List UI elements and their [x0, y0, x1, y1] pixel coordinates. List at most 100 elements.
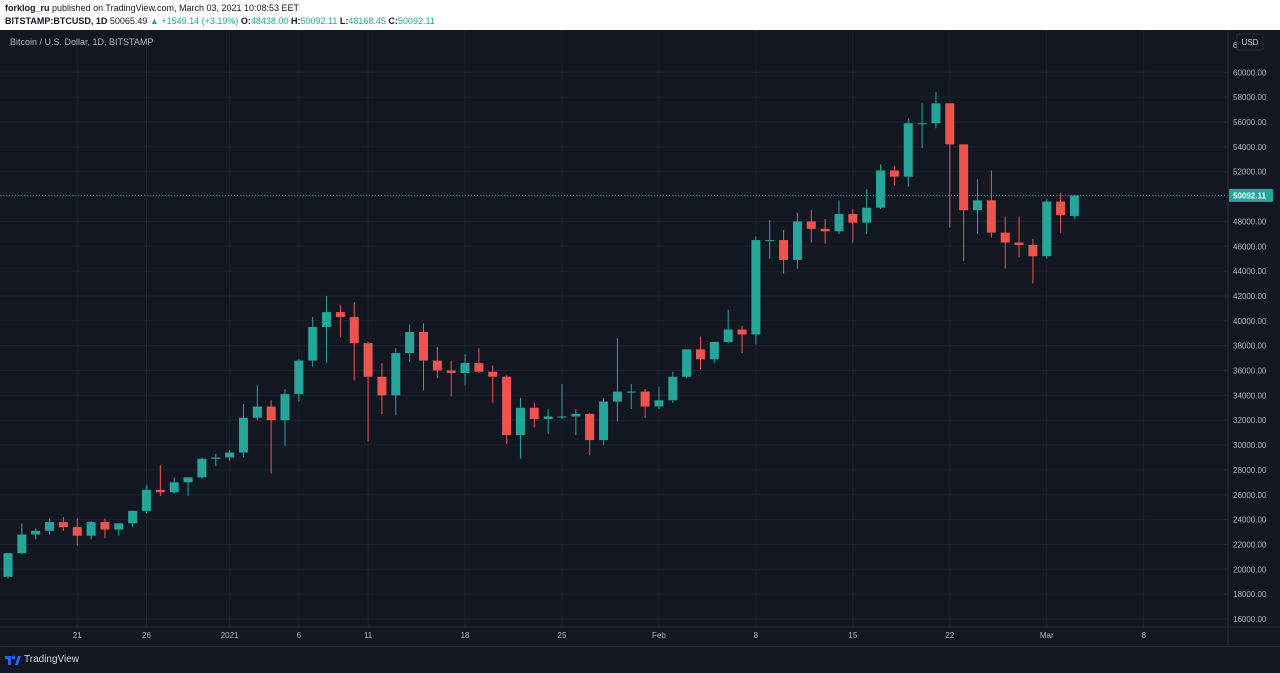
footer: TradingView: [0, 646, 1280, 673]
candle: [86, 520, 96, 540]
candle-body: [931, 103, 941, 124]
candle: [529, 402, 539, 428]
high-value: 50092.11: [300, 16, 338, 26]
candle-body: [72, 527, 82, 536]
candle-body: [668, 376, 678, 401]
candle-body: [959, 144, 969, 211]
candle: [585, 412, 595, 455]
price-tick-label: 54000.00: [1233, 143, 1267, 152]
candle-body: [889, 170, 899, 177]
author-name[interactable]: forklog_ru: [5, 3, 50, 13]
candle-body: [515, 407, 525, 436]
price-tick-label: 46000.00: [1233, 242, 1267, 251]
candle-body: [1028, 245, 1038, 257]
price-tick-label: 22000.00: [1233, 540, 1267, 549]
price-tick-label: 58000.00: [1233, 93, 1267, 102]
tradingview-logo-icon[interactable]: [5, 653, 21, 665]
candle-body: [696, 349, 705, 360]
candle-body: [903, 123, 913, 177]
candle-body: [557, 416, 567, 418]
candle: [765, 220, 775, 259]
candle: [294, 359, 304, 402]
candle-body: [114, 523, 124, 530]
candlestick-chart[interactable]: 16000.00 18000.00 20000.00 22000.00 24000.00…: [0, 30, 1280, 646]
candle-body: [432, 360, 442, 371]
candle-body: [1014, 242, 1024, 246]
candle-body: [543, 416, 553, 419]
price-tick-label: 32000.00: [1233, 416, 1267, 425]
time-axis[interactable]: 21 26 2021 6 11 18 25 Feb 8 15 22 Mar 8: [73, 631, 1147, 640]
candle: [792, 212, 802, 269]
candle: [668, 371, 678, 403]
candle-body: [197, 458, 207, 478]
candle-body: [460, 363, 470, 373]
candle: [696, 336, 705, 370]
candle-body: [391, 353, 401, 396]
candle-body: [529, 407, 539, 419]
price-tick-label: 24000.00: [1233, 516, 1267, 525]
candle-body: [876, 170, 886, 208]
candle: [322, 295, 332, 364]
candle: [419, 323, 428, 391]
candle: [460, 354, 470, 386]
candle-body: [834, 213, 844, 232]
candle-body: [17, 534, 27, 554]
time-tick-label: 8: [1141, 631, 1146, 640]
candle: [959, 144, 969, 262]
price-tick-label: 28000.00: [1233, 466, 1267, 475]
close-label: C:: [388, 16, 398, 26]
grid-lines: [0, 30, 1228, 627]
candle-body: [294, 360, 304, 395]
time-tick-label: Mar: [1040, 631, 1054, 640]
price-tick-label: 60000.00: [1233, 68, 1267, 77]
price-tick-label: 18000.00: [1233, 590, 1267, 599]
price-tick-label: 16000.00: [1233, 615, 1267, 624]
price-tick-label: 44000.00: [1233, 267, 1267, 276]
time-tick-label: 15: [848, 631, 857, 640]
candle: [557, 384, 567, 419]
candle: [1056, 192, 1066, 233]
candle-body: [58, 522, 68, 528]
candle-body: [211, 457, 221, 459]
tradingview-brand[interactable]: TradingView: [24, 654, 80, 665]
candle: [266, 400, 276, 474]
open-value: 48438.00: [250, 16, 289, 26]
candle: [654, 386, 664, 410]
candle: [432, 346, 442, 378]
time-tick-label: 21: [73, 631, 82, 640]
candle: [834, 200, 844, 234]
candle: [100, 518, 110, 539]
candle-body: [1069, 195, 1079, 216]
price-tick-label: 42000.00: [1233, 292, 1267, 301]
candle-body: [862, 207, 872, 223]
candle: [515, 397, 525, 459]
candle: [405, 324, 415, 362]
price-tick-label: 20000.00: [1233, 565, 1267, 574]
candle: [945, 103, 955, 228]
ohlc-line: BITSTAMP:BTCUSD, 1D 50065.49 ▲ +1549.14 …: [5, 16, 435, 26]
price-tick-label: 48000.00: [1233, 217, 1267, 226]
candle: [169, 477, 179, 494]
last-price: 50065.49: [109, 16, 148, 26]
candle-body: [806, 221, 816, 229]
currency-badge-bg[interactable]: [1236, 33, 1264, 51]
candle-body: [266, 406, 276, 421]
time-tick-label: 11: [364, 631, 373, 640]
candle: [446, 360, 456, 397]
candle-body: [446, 370, 456, 373]
candle: [1028, 238, 1038, 284]
price-tick-label: 36000.00: [1233, 367, 1267, 376]
candle: [183, 477, 193, 496]
candle: [931, 92, 941, 129]
price-axis[interactable]: 16000.00 18000.00 20000.00 22000.00 24000.00…: [1233, 68, 1267, 624]
candle-body: [571, 413, 581, 417]
price-tick-label: 30000.00: [1233, 441, 1267, 450]
candle-body: [377, 376, 387, 396]
candle: [45, 518, 55, 535]
time-tick-label: Feb: [652, 631, 666, 640]
candle-body: [848, 213, 858, 223]
chart-area[interactable]: 16000.00 18000.00 20000.00 22000.00 24000.00…: [0, 30, 1280, 646]
candle-body: [169, 482, 179, 493]
candle: [543, 409, 553, 434]
currency-badge[interactable]: USD: [1242, 38, 1259, 47]
